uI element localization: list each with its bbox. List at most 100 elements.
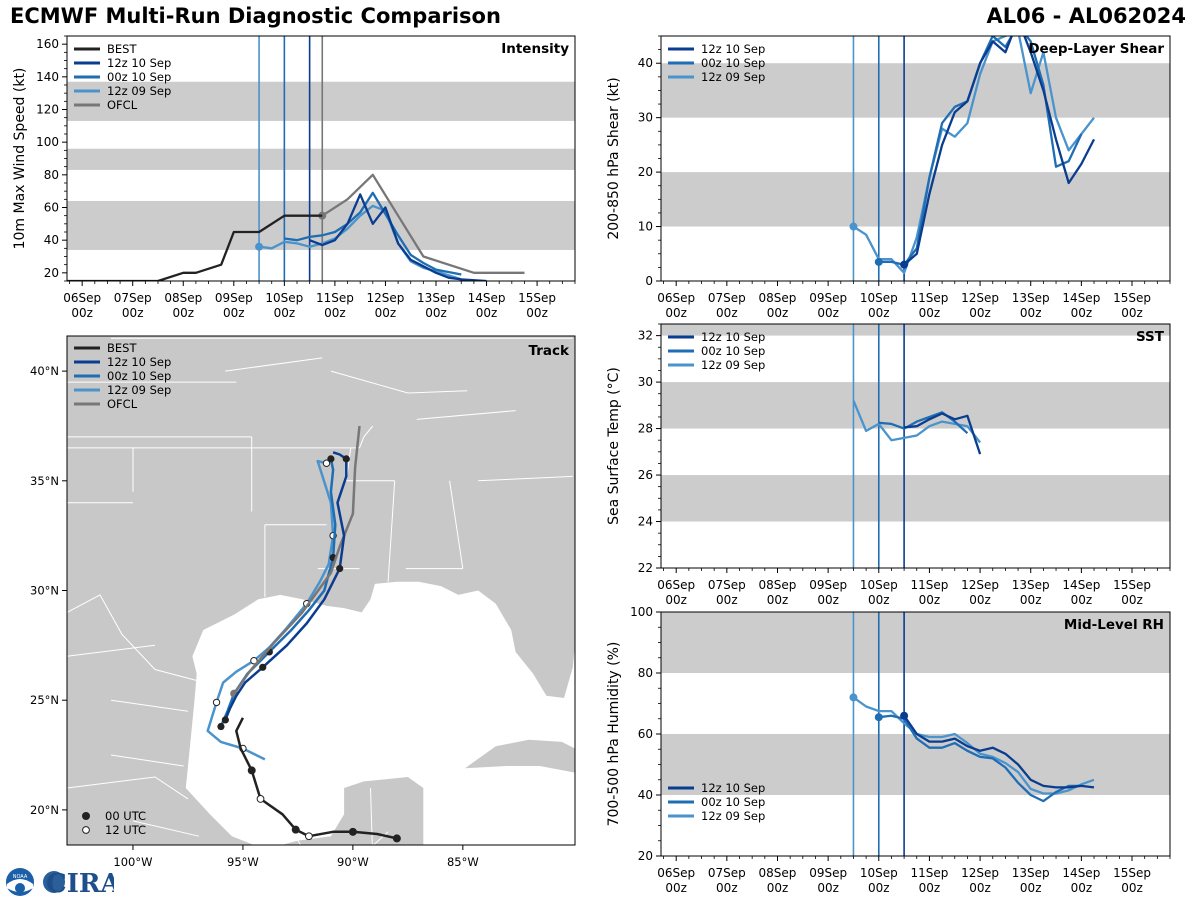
sst-ytick-label: 22	[638, 561, 653, 575]
intensity-legend-label-12z-10-sep: 12z 10 Sep	[107, 56, 171, 70]
rh-marker-12z-10-sep	[900, 711, 909, 720]
map-border-line	[449, 480, 464, 569]
shear-xtick-label-hour: 00z	[1121, 306, 1143, 320]
shear-xtick-label-hour: 00z	[716, 306, 738, 320]
sst-ylabel: Sea Surface Temp (°C)	[606, 367, 622, 525]
intensity-ytick-label: 140	[36, 70, 59, 84]
rh-legend-label-12z-10-sep: 12z 10 Sep	[701, 781, 765, 795]
best-point-12utc	[305, 832, 313, 841]
intensity-xtick-label-hour: 00z	[324, 306, 346, 320]
track-point-00utc	[217, 722, 225, 731]
cira-logo: NOAA CIRA	[4, 866, 121, 902]
shear-xtick-label-hour: 00z	[969, 306, 991, 320]
figure-title: ECMWF Multi-Run Diagnostic Comparison	[10, 4, 501, 28]
intensity-xtick-label: 13Sep	[417, 291, 455, 305]
sst-ytick-label: 32	[638, 329, 653, 343]
intensity-legend-label-12z-09-sep: 12z 09 Sep	[107, 84, 171, 98]
track-point-12utc	[212, 698, 221, 707]
rh-legend-label-00z-10-sep: 00z 10 Sep	[701, 795, 765, 809]
map-border-line	[416, 410, 516, 420]
shear-ytick-label: 40	[638, 56, 653, 70]
sst-xtick-label: 12Sep	[961, 578, 999, 592]
shear-legend-label-00z-10-sep: 00z 10 Sep	[701, 56, 765, 70]
marker-legend-00utc-icon	[82, 812, 90, 820]
rh-xtick-label-hour: 00z	[1071, 881, 1093, 895]
rh-series-00z-10-sep	[878, 714, 1082, 803]
track-line-best	[235, 717, 398, 840]
rh-panel: 2040608010006Sep00z07Sep00z08Sep00z09Sep…	[606, 605, 1171, 895]
shear-xtick-label: 10Sep	[860, 291, 898, 305]
shear-xtick-label-hour: 00z	[665, 306, 687, 320]
rh-xtick-label-hour: 00z	[1020, 881, 1042, 895]
sst-xtick-label: 15Sep	[1113, 578, 1151, 592]
intensity-xtick-label: 07Sep	[114, 291, 152, 305]
sst-band-0	[661, 475, 1170, 522]
rh-ytick-label: 80	[638, 666, 653, 680]
shear-plot-area	[661, 36, 1170, 281]
intensity-xtick-label-hour: 00z	[274, 306, 296, 320]
track-legend-label-best: BEST	[107, 341, 137, 355]
shear-ytick-label: 20	[638, 165, 653, 179]
track-point-00utc	[259, 663, 267, 671]
intensity-xtick-label-hour: 00z	[476, 306, 498, 320]
intensity-series-12z-09-sep	[258, 204, 462, 281]
track-point-12utc	[250, 657, 258, 665]
rh-xtick-label: 06Sep	[657, 866, 695, 880]
map-border-line	[67, 644, 156, 657]
rh-xtick-label: 09Sep	[809, 866, 847, 880]
sst-xtick-label-hour: 00z	[716, 593, 738, 607]
track-xtick-label: 85°W	[447, 855, 479, 869]
map-border-line	[370, 787, 373, 845]
sst-band-2	[661, 324, 1170, 336]
rh-ytick-label: 40	[638, 788, 653, 802]
shear-legend-label-12z-09-sep: 12z 09 Sep	[701, 70, 765, 84]
intensity-legend-label-00z-10-sep: 00z 10 Sep	[107, 70, 171, 84]
cira-logo-graphic: NOAA CIRA	[6, 868, 121, 899]
track-ytick-label: 40°N	[30, 364, 59, 378]
intensity-ytick-label: 20	[44, 266, 59, 280]
track-point-00utc	[221, 716, 229, 724]
sst-xtick-label-hour: 00z	[969, 593, 991, 607]
sst-ytick-label: 24	[638, 515, 653, 529]
intensity-band-0	[67, 200, 575, 250]
track-legend-label-ofcl: OFCL	[107, 397, 138, 411]
shear-series-12z-10-sep	[903, 36, 1096, 266]
shear-panel: 01020304006Sep00z07Sep00z08Sep00z09Sep00…	[606, 35, 1171, 320]
intensity-xtick-label: 10Sep	[265, 291, 303, 305]
map-border-line	[132, 820, 200, 837]
shear-ytick-label: 10	[638, 220, 653, 234]
rh-xtick-label-hour: 00z	[919, 881, 941, 895]
shear-xtick-label-hour: 00z	[1071, 306, 1093, 320]
sst-xtick-label-hour: 00z	[1121, 593, 1143, 607]
track-ytick-label: 35°N	[30, 474, 59, 488]
shear-xtick-label-hour: 00z	[919, 306, 941, 320]
intensity-xtick-label: 15Sep	[518, 291, 556, 305]
intensity-ylabel: 10m Max Wind Speed (kt)	[12, 68, 28, 250]
map-border-line	[110, 754, 184, 767]
rh-xtick-label: 13Sep	[1012, 866, 1050, 880]
track-point-00utc	[342, 455, 350, 463]
sst-ytick-label: 28	[638, 422, 653, 436]
intensity-series-00z-10-sep	[284, 191, 462, 276]
shear-band-1	[661, 63, 1170, 118]
map-border-line	[359, 425, 374, 449]
intensity-xtick-label-hour: 00z	[526, 306, 548, 320]
rh-xtick-label: 08Sep	[759, 866, 797, 880]
intensity-xtick-label-hour: 00z	[71, 306, 93, 320]
shear-marker-12z-10-sep	[900, 260, 909, 269]
track-xtick-label: 95°W	[227, 855, 259, 869]
rh-xtick-label: 14Sep	[1062, 866, 1100, 880]
sst-frame	[660, 323, 1171, 569]
intensity-legend-label-best: BEST	[107, 42, 137, 56]
intensity-xtick-label: 12Sep	[367, 291, 405, 305]
rh-series-12z-10-sep	[903, 715, 1095, 789]
intensity-ytick-label: 60	[44, 201, 59, 215]
track-xtick-label: 100°W	[113, 855, 152, 869]
sst-legend-label-00z-10-sep: 00z 10 Sep	[701, 344, 765, 358]
rh-xtick-label-hour: 00z	[969, 881, 991, 895]
rh-xtick-label-hour: 00z	[868, 881, 890, 895]
intensity-xtick-label-hour: 00z	[425, 306, 447, 320]
sst-xtick-label: 13Sep	[1012, 578, 1050, 592]
intensity-band-1	[67, 148, 575, 170]
